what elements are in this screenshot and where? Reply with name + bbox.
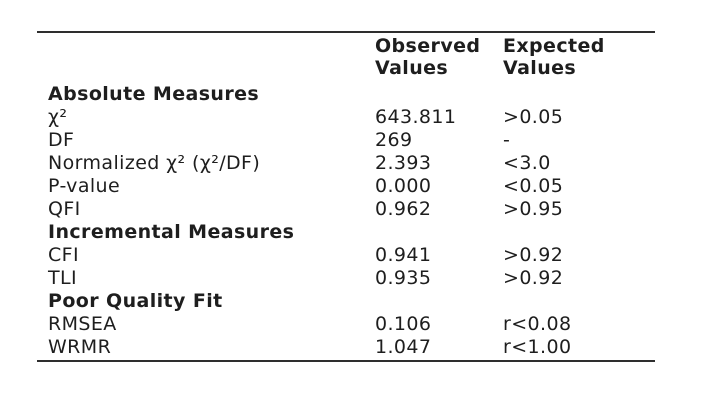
model-fit-table: Observed Values Expected Values Absolute… bbox=[37, 31, 655, 362]
metric-row-cfi: CFI 0.941 >0.92 bbox=[37, 244, 655, 267]
metric-row-qfi: QFI 0.962 >0.95 bbox=[37, 198, 655, 221]
expected-value: >0.92 bbox=[503, 244, 564, 266]
measure-label: CFI bbox=[48, 244, 79, 266]
measure-label: P-value bbox=[48, 175, 121, 197]
section-header: Poor Quality Fit bbox=[48, 290, 223, 312]
expected-value: >0.05 bbox=[503, 106, 564, 128]
header-spacer bbox=[37, 35, 375, 79]
section-header: Absolute Measures bbox=[48, 83, 260, 105]
metric-row-p-value: P-value 0.000 <0.05 bbox=[37, 175, 655, 198]
measure-label: QFI bbox=[48, 198, 81, 220]
metric-row-rmsea: RMSEA 0.106 r<0.08 bbox=[37, 313, 655, 336]
section-row-incremental-measures: Incremental Measures bbox=[37, 221, 655, 244]
metric-row-df: DF 269 - bbox=[37, 129, 655, 152]
section-row-poor-quality-fit: Poor Quality Fit bbox=[37, 290, 655, 313]
observed-value: 0.000 bbox=[375, 175, 432, 197]
metric-row-wrmr: WRMR 1.047 r<1.00 bbox=[37, 336, 655, 359]
observed-value: 0.941 bbox=[375, 244, 432, 266]
expected-value: <0.05 bbox=[503, 175, 564, 197]
observed-value: 0.935 bbox=[375, 267, 432, 289]
expected-value bbox=[503, 290, 655, 313]
observed-value: 2.393 bbox=[375, 152, 432, 174]
observed-value: 0.106 bbox=[375, 313, 432, 335]
expected-value: <3.0 bbox=[503, 152, 551, 174]
observed-value bbox=[375, 290, 503, 313]
metric-row-tli: TLI 0.935 >0.92 bbox=[37, 267, 655, 290]
section-row-absolute-measures: Absolute Measures bbox=[37, 83, 655, 106]
expected-value: r<0.08 bbox=[503, 313, 572, 335]
measure-label: Normalized χ² (χ²/DF) bbox=[48, 152, 261, 174]
observed-value bbox=[375, 221, 503, 244]
expected-value: - bbox=[503, 129, 511, 151]
expected-value: >0.92 bbox=[503, 267, 564, 289]
observed-value: 269 bbox=[375, 129, 413, 151]
metric-row-normalized-chi-square: Normalized χ² (χ²/DF) 2.393 <3.0 bbox=[37, 152, 655, 175]
expected-value bbox=[503, 83, 655, 106]
table-header-row: Observed Values Expected Values bbox=[37, 35, 655, 79]
expected-value: >0.95 bbox=[503, 198, 564, 220]
measure-label: χ² bbox=[48, 106, 68, 128]
metric-row-chi-square: χ² 643.811 >0.05 bbox=[37, 106, 655, 129]
expected-values-header: Expected Values bbox=[503, 35, 605, 79]
section-header: Incremental Measures bbox=[48, 221, 295, 243]
observed-value: 0.962 bbox=[375, 198, 432, 220]
expected-value: r<1.00 bbox=[503, 336, 572, 358]
measure-label: DF bbox=[48, 129, 75, 151]
observed-value: 1.047 bbox=[375, 336, 432, 358]
measure-label: RMSEA bbox=[48, 313, 117, 335]
observed-values-header: Observed Values bbox=[375, 35, 481, 79]
expected-value bbox=[503, 221, 655, 244]
measure-label: WRMR bbox=[48, 336, 112, 358]
observed-value bbox=[375, 83, 503, 106]
measure-label: TLI bbox=[48, 267, 77, 289]
observed-value: 643.811 bbox=[375, 106, 457, 128]
